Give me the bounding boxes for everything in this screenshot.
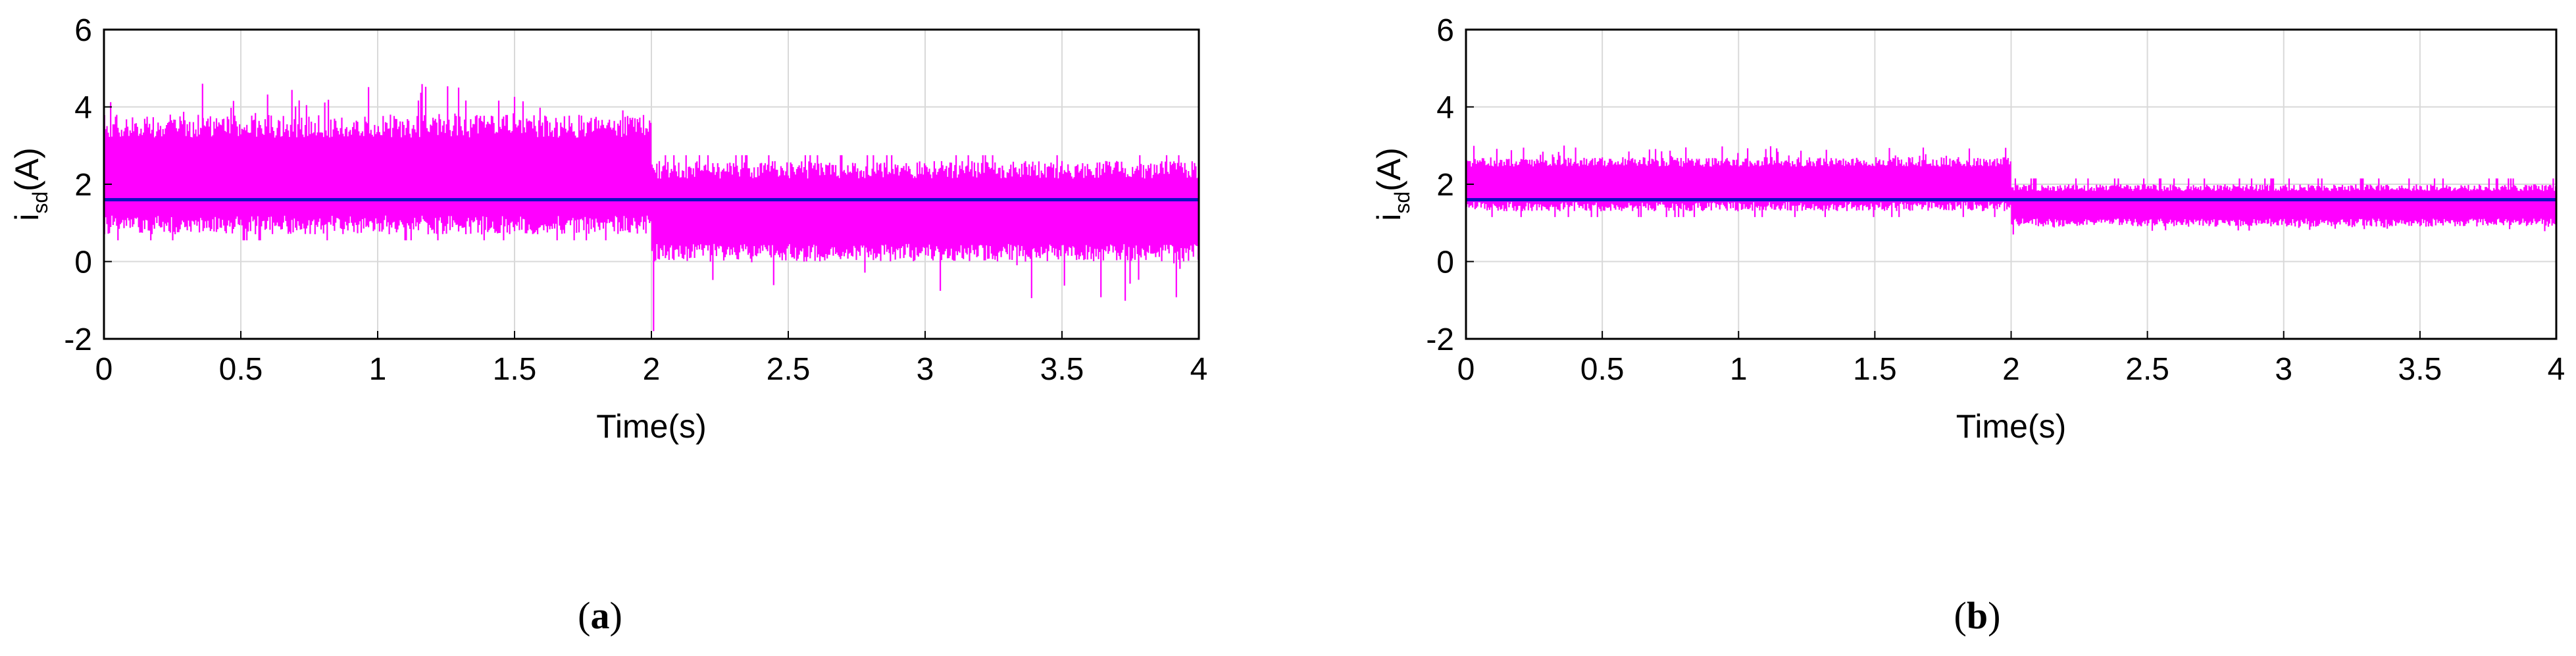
x-axis-label: Time(s) — [596, 408, 707, 445]
x-tick-label: 0 — [1457, 352, 1475, 387]
x-tick-label: 4 — [2548, 352, 2565, 387]
panel-label-letter: b — [1967, 594, 1988, 637]
x-tick-label: 3.5 — [2398, 352, 2442, 387]
y-tick-label: 4 — [74, 91, 92, 126]
y-tick-label: -2 — [1426, 322, 1454, 357]
x-tick-label: 0 — [95, 352, 113, 387]
x-tick-label: 2.5 — [2125, 352, 2169, 387]
y-tick-label: 4 — [1436, 91, 1454, 126]
panel-label-close: ) — [1988, 594, 2000, 637]
y-axis-label-main: i — [1371, 214, 1407, 221]
y-axis-label: isd(A) — [1371, 147, 1414, 221]
panel-label-letter: a — [591, 594, 610, 637]
x-tick-label: 2.5 — [767, 352, 811, 387]
x-tick-label: 1 — [369, 352, 387, 387]
y-tick-label: 0 — [1436, 245, 1454, 280]
y-tick-label: 2 — [74, 168, 92, 203]
x-tick-label: 1 — [1730, 352, 1748, 387]
y-tick-label: 0 — [74, 245, 92, 280]
panel-label-open: ( — [1954, 594, 1967, 637]
panel-label-open: ( — [578, 594, 590, 637]
x-tick-label: 3.5 — [1040, 352, 1084, 387]
x-tick-label: 2 — [2002, 352, 2020, 387]
x-tick-label: 0.5 — [1580, 352, 1625, 387]
x-tick-label: 0.5 — [219, 352, 263, 387]
y-axis-label-main: i — [9, 214, 45, 221]
panel-label: (a) — [578, 594, 622, 637]
panel-label-close: ) — [610, 594, 622, 637]
x-tick-label: 1.5 — [1853, 352, 1897, 387]
y-axis-label-unit: (A) — [1371, 147, 1407, 191]
x-tick-label: 3 — [917, 352, 934, 387]
y-axis-label-unit: (A) — [9, 147, 45, 191]
y-tick-label: 6 — [74, 13, 92, 48]
y-tick-label: 2 — [1436, 168, 1454, 203]
x-tick-label: 1.5 — [493, 352, 537, 387]
y-tick-label: -2 — [64, 322, 92, 357]
x-tick-label: 3 — [2275, 352, 2292, 387]
y-tick-label: 6 — [1436, 13, 1454, 48]
x-tick-label: 2 — [643, 352, 661, 387]
x-axis-label: Time(s) — [1956, 408, 2067, 445]
panel-label: (b) — [1954, 594, 2001, 637]
y-axis-label-sub: sd — [28, 191, 52, 214]
x-tick-label: 4 — [1190, 352, 1208, 387]
y-axis-label: isd(A) — [9, 147, 52, 221]
y-axis-label-sub: sd — [1390, 191, 1414, 214]
